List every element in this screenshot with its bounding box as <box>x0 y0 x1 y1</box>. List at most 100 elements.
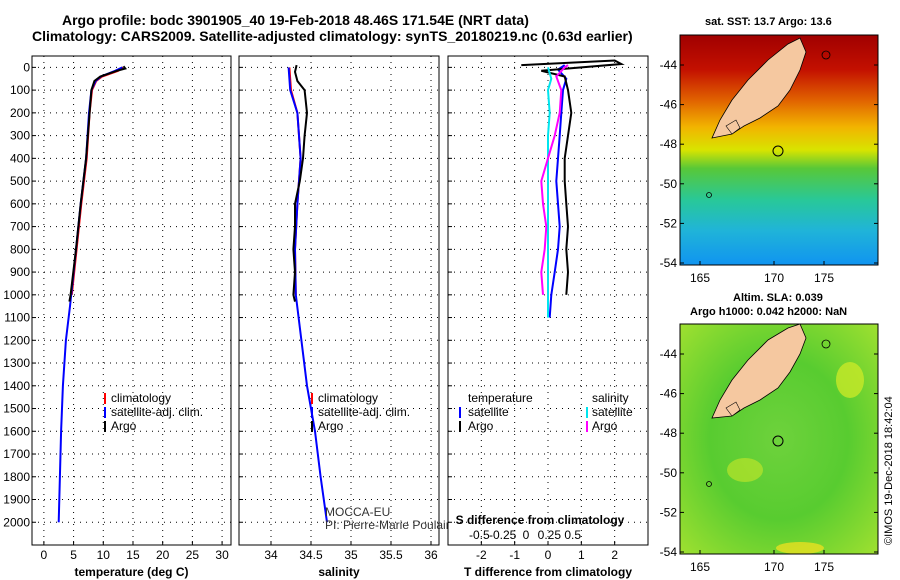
lat-tick-label: -52 <box>660 505 678 519</box>
x2-tick-label: 0 <box>523 528 530 542</box>
legend-label: Argo <box>318 419 344 433</box>
depth-tick-label: 2000 <box>3 515 30 529</box>
lat-tick-label: -48 <box>660 137 678 151</box>
depth-tick-label: 1500 <box>3 402 30 416</box>
title-line-2: Climatology: CARS2009. Satellite-adjuste… <box>32 28 633 44</box>
x-tick-label: 15 <box>126 548 140 562</box>
depth-tick-label: 1000 <box>3 288 30 302</box>
depth-tick-label: 1300 <box>3 356 30 370</box>
lat-tick-label: -54 <box>660 256 678 270</box>
sla-map: -44 -46 -48 -50 -52 -54 165 170 175 <box>660 323 879 574</box>
x-axis-label: salinity <box>318 565 360 579</box>
sla-island-marker <box>706 481 712 487</box>
series-line <box>546 67 553 318</box>
sla-anomaly-blob <box>836 362 864 398</box>
legend-label: Argo <box>592 419 618 433</box>
x-axis-label: temperature (deg C) <box>74 565 188 579</box>
sst-map-frame <box>679 34 879 266</box>
sla-island <box>725 401 741 417</box>
depth-tick-label: 800 <box>10 242 30 256</box>
x2-tick-label: -0.25 <box>489 528 517 542</box>
legend-label: climatology <box>111 391 171 405</box>
sst-map: -44 -46 -48 -50 -52 -54 165 170 175 <box>660 34 879 285</box>
depth-tick-label: 1200 <box>3 333 30 347</box>
sla-anomaly-blob <box>776 542 824 554</box>
depth-tick-label: 1100 <box>4 311 30 325</box>
sla-map-title-2: Argo h1000: 0.042 h2000: NaN <box>690 306 848 318</box>
annotation-text: MOCCA-EU <box>325 505 390 519</box>
x-tick-label: 35 <box>344 548 358 562</box>
lat-tick-label: -52 <box>660 216 678 230</box>
difference-panel: -2 -1 0 1 2T difference from climatologytemp… <box>447 55 649 579</box>
lat-tick-label: -44 <box>660 58 678 72</box>
sst-island <box>725 119 741 135</box>
sla-map-frame <box>679 323 879 555</box>
legend-label: satellite <box>592 405 633 419</box>
sla-anomaly-blob <box>727 458 763 482</box>
profile-charts: 0100200300400500600700800900100011001200… <box>3 55 649 579</box>
lat-tick-label: -50 <box>660 466 678 480</box>
depth-tick-label: 400 <box>10 151 30 165</box>
sla-argo-location <box>772 435 784 447</box>
sst-map-title: sat. SST: 13.7 Argo: 13.6 <box>705 16 832 28</box>
legend-label: salinity <box>592 391 629 405</box>
lon-tick-label: 170 <box>764 271 784 285</box>
legend-label: Argo <box>111 419 137 433</box>
x-tick-label: 30 <box>215 548 229 562</box>
lat-tick-label: -54 <box>660 545 678 559</box>
lon-tick-label: 175 <box>814 560 834 574</box>
x2-tick-label: -0.5 <box>469 528 490 542</box>
depth-tick-label: 1800 <box>3 470 30 484</box>
depth-tick-label: 700 <box>10 220 30 234</box>
title-line-1: Argo profile: bodc 3901905_40 19-Feb-201… <box>62 12 529 28</box>
series-line <box>521 59 625 295</box>
x-tick-label: 0 <box>545 548 552 562</box>
legend-label: satellite-adj. clim. <box>111 405 203 419</box>
sst-land <box>711 37 807 139</box>
depth-tick-label: 1400 <box>3 379 30 393</box>
series-line <box>292 64 309 302</box>
imos-credit: ©IMOS 19-Dec-2018 18:42:04 <box>883 396 895 545</box>
lon-tick-label: 165 <box>690 271 710 285</box>
x-tick-label: 36 <box>424 548 438 562</box>
x-axis-label: T difference from climatology <box>464 565 632 579</box>
x-tick-label: 2 <box>611 548 618 562</box>
sst-argo-location <box>772 145 784 157</box>
x-tick-label: 20 <box>156 548 170 562</box>
depth-tick-label: 900 <box>10 265 30 279</box>
lat-tick-label: -44 <box>660 347 678 361</box>
depth-tick-label: 600 <box>10 197 30 211</box>
depth-tick-label: 0 <box>23 60 30 74</box>
lon-tick-label: 165 <box>690 560 710 574</box>
depth-tick-label: 1700 <box>3 447 30 461</box>
depth-tick-label: 100 <box>10 83 30 97</box>
lat-tick-label: -48 <box>660 426 678 440</box>
depth-tick-label: 200 <box>10 106 30 120</box>
legend-label: temperature <box>468 391 533 405</box>
sla-island-marker <box>821 339 831 349</box>
x2-tick-label: 0.25 <box>538 528 562 542</box>
temperature-panel: 0100200300400500600700800900100011001200… <box>3 55 232 579</box>
depth-tick-label: 500 <box>10 174 30 188</box>
x-tick-label: -1 <box>509 548 520 562</box>
legend-label: satellite-adj. clim. <box>318 405 410 419</box>
sst-island-marker <box>706 192 712 198</box>
plot-frame <box>31 55 232 546</box>
x-tick-label: 34 <box>264 548 278 562</box>
lat-tick-label: -50 <box>660 177 678 191</box>
legend-label: Argo <box>468 419 494 433</box>
sla-land <box>711 323 807 419</box>
x-tick-label: 34.5 <box>299 548 323 562</box>
lat-tick-label: -46 <box>660 387 678 401</box>
depth-tick-label: 1900 <box>3 493 30 507</box>
legend-label: climatology <box>318 391 378 405</box>
x-tick-label: 0 <box>41 548 48 562</box>
lon-tick-label: 170 <box>764 560 784 574</box>
x-tick-label: 10 <box>97 548 111 562</box>
sla-map-title-1: Altim. SLA: 0.039 <box>733 292 823 304</box>
x-tick-label: 25 <box>186 548 200 562</box>
depth-tick-label: 300 <box>10 129 30 143</box>
depth-tick-label: 1600 <box>3 424 30 438</box>
x2-axis-label: S difference from climatology <box>456 513 625 527</box>
series-line <box>68 65 128 302</box>
